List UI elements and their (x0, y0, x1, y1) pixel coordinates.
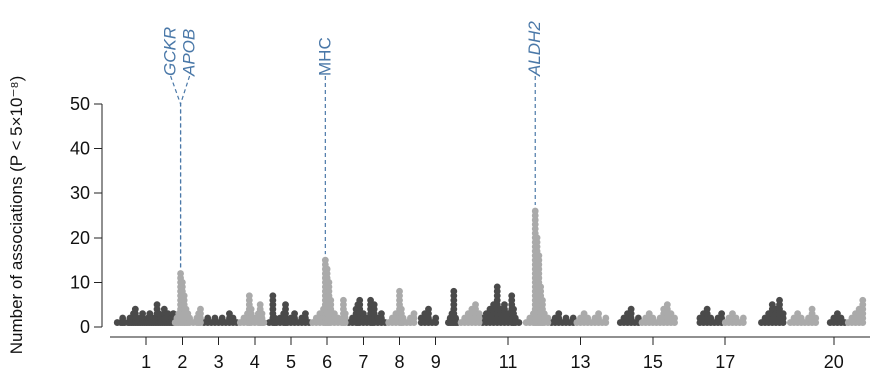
data-point (180, 292, 188, 300)
data-point (302, 310, 309, 318)
data-point (627, 305, 635, 313)
annotation-lead-line (179, 75, 191, 268)
data-point (555, 310, 563, 318)
x-tick-label: 9 (431, 352, 441, 372)
x-tick-label: 2 (177, 352, 187, 372)
x-tick-label: 15 (643, 352, 663, 372)
data-point (859, 296, 867, 304)
x-tick-label: 8 (395, 352, 405, 372)
data-point (260, 319, 268, 326)
x-tick-label: 7 (358, 352, 368, 372)
data-point (535, 252, 543, 260)
data-point (245, 292, 253, 300)
data-point (139, 310, 146, 318)
annotation-label: ALDH2 (525, 21, 544, 77)
data-point (663, 301, 671, 309)
data-point (533, 234, 541, 242)
data-point (258, 310, 266, 318)
data-point (808, 305, 816, 313)
data-point (256, 301, 264, 309)
data-point (341, 310, 349, 318)
data-point (370, 301, 378, 309)
data-point (531, 207, 539, 215)
data-point (177, 270, 184, 277)
data-point (340, 296, 347, 304)
data-point (779, 310, 787, 318)
data-point (544, 314, 552, 322)
data-point (671, 314, 678, 322)
data-point (425, 305, 432, 313)
data-point (291, 310, 298, 318)
x-tick-label: 13 (570, 352, 590, 372)
y-tick-label: 50 (70, 94, 90, 114)
data-point (131, 305, 139, 313)
data-point (703, 305, 711, 313)
data-point (247, 305, 255, 313)
y-axis-title: Number of associations (P < 5×10⁻⁸) (7, 76, 26, 355)
data-point (397, 305, 405, 313)
annotation-lead-line (170, 75, 182, 268)
plot-layer (113, 207, 867, 326)
x-tick-label: 1 (141, 352, 151, 372)
data-point (515, 319, 523, 326)
annotation-label: GCKR (161, 27, 180, 76)
annotation-layer: GCKR APOB MHC ALDH2 (161, 21, 544, 268)
data-point (475, 310, 483, 318)
data-point (510, 305, 517, 313)
data-point (282, 301, 289, 309)
x-tick-label: 5 (286, 352, 296, 372)
y-tick-label: 40 (70, 139, 90, 159)
x-tick-label: 17 (715, 352, 735, 372)
data-point (432, 314, 440, 322)
data-point (718, 310, 726, 318)
data-point (269, 292, 277, 300)
data-point (325, 279, 333, 286)
data-point (812, 314, 820, 322)
data-point (396, 287, 403, 295)
data-point (776, 296, 783, 304)
data-point (472, 301, 479, 309)
data-point (321, 256, 329, 264)
y-tick-label: 30 (70, 183, 90, 203)
data-point (153, 301, 161, 309)
annotation-label: MHC (315, 37, 334, 76)
annotation-label: APOB (180, 29, 199, 77)
y-tick-label: 10 (70, 272, 90, 292)
x-tick-label: 3 (214, 352, 224, 372)
data-point (410, 310, 418, 318)
x-tick-label: 20 (824, 352, 844, 372)
data-point (508, 292, 516, 300)
data-point (739, 314, 747, 322)
x-tick-label: 6 (322, 352, 332, 372)
y-tick-label: 0 (80, 317, 90, 337)
data-point (493, 283, 501, 291)
data-point (378, 310, 385, 318)
data-point (450, 287, 458, 295)
y-tick-label: 20 (70, 228, 90, 248)
data-point (323, 265, 331, 273)
data-point (501, 301, 508, 309)
x-tick-label: 11 (499, 352, 518, 372)
data-point (537, 283, 545, 291)
data-point (602, 314, 610, 322)
axis-layer: 0 10 20 30 40 50 1 2 3 4 5 6 7 8 9 11 13 15 17 20 (70, 94, 870, 372)
data-point (356, 296, 364, 304)
data-point (539, 296, 546, 304)
data-point (327, 296, 335, 304)
x-tick-label: 4 (250, 352, 260, 372)
data-point (595, 310, 602, 318)
data-point (178, 279, 186, 286)
data-point (197, 305, 204, 313)
